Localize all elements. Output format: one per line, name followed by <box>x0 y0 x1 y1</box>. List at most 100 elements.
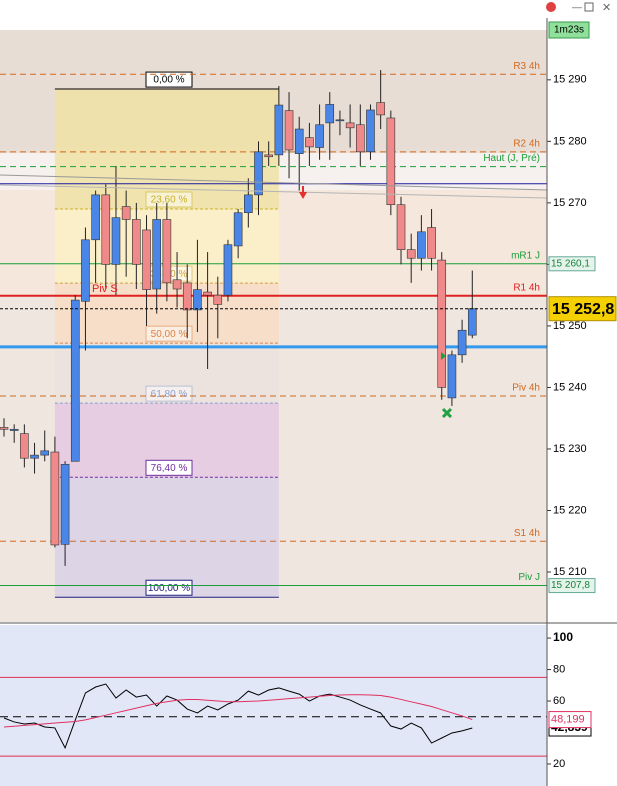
alert-icon[interactable] <box>546 2 556 12</box>
level-label: mR1 J <box>511 250 540 261</box>
oscillator-line <box>3 694 473 728</box>
candle-body <box>182 282 192 311</box>
fib-label-box <box>145 71 193 88</box>
level-value: 15 207,8 <box>551 580 590 591</box>
minimize[interactable]: — <box>572 3 582 14</box>
candle-body <box>0 427 9 430</box>
candle-body <box>193 289 202 311</box>
candle-body <box>457 329 467 356</box>
fib-label-box <box>145 459 193 476</box>
candle-body <box>142 229 151 290</box>
maximize[interactable] <box>584 2 594 12</box>
y-tick-label: 15 290 <box>553 74 587 86</box>
candle-body <box>325 104 335 124</box>
candle-body <box>447 354 457 399</box>
candle-body <box>274 104 284 156</box>
fib-label-box <box>145 325 193 342</box>
candle-body <box>81 239 90 302</box>
fib-label: 0,00 % <box>153 75 184 86</box>
marker <box>441 407 453 419</box>
candle-body <box>396 204 406 250</box>
candle-body <box>101 194 111 265</box>
fib-label: 23,60 % <box>151 195 188 206</box>
candle-body <box>264 154 273 158</box>
value-label: 48,199 <box>551 713 585 725</box>
plot-layer: 0,00 %23,60 %38,20 %50,00 %61,80 %76,40 … <box>0 61 617 770</box>
candle-body <box>203 291 212 296</box>
y-tick-label: 15 250 <box>553 320 587 332</box>
timer-tag <box>548 21 590 39</box>
fib-label-box <box>145 191 193 208</box>
candle-body <box>30 454 39 459</box>
candle-body <box>406 249 416 259</box>
fib-label-box <box>145 579 193 596</box>
fib-label-box <box>145 385 193 402</box>
candle-body <box>162 219 172 284</box>
candle-body <box>335 119 345 122</box>
candle-body <box>284 110 294 151</box>
candle-body <box>60 464 70 545</box>
fib-label: 50,00 % <box>151 329 188 340</box>
level-label: Piv J <box>518 572 540 583</box>
candle-body <box>417 231 426 259</box>
candle-body <box>70 299 80 462</box>
marker <box>441 352 446 360</box>
candle-body <box>386 117 396 206</box>
level-label: S1 4h <box>514 528 540 539</box>
y-tick-label: 15 210 <box>553 566 587 578</box>
y-tick-label: 15 270 <box>553 197 587 209</box>
candle-body <box>305 137 314 148</box>
candle-body <box>315 124 324 148</box>
candle-body <box>50 451 60 546</box>
timer: 1m23s <box>554 25 584 36</box>
level-tag <box>548 256 596 272</box>
y-tick-label: 15 220 <box>553 504 587 516</box>
candle-body <box>223 244 233 296</box>
oscillator-line <box>3 683 473 750</box>
level-label: Haut (J, Pré) <box>483 153 540 164</box>
candle-body <box>294 128 304 154</box>
candle-body <box>20 433 29 459</box>
fib-label: 76,40 % <box>151 463 188 474</box>
candle-body <box>345 122 355 129</box>
close[interactable]: ✕ <box>602 2 611 14</box>
candle-body <box>213 294 223 305</box>
candle-body <box>152 219 161 290</box>
candle-body <box>9 428 19 431</box>
level-label: R2 4h <box>513 138 540 149</box>
candle-body <box>172 279 182 290</box>
fib-label: 61,80 % <box>151 389 188 400</box>
y-tick-label: 15 230 <box>553 443 587 455</box>
candle-body <box>437 259 447 388</box>
level-label: R3 4h <box>513 61 540 72</box>
last-price-tag <box>548 296 617 322</box>
y-tick-label: 15 280 <box>553 135 587 147</box>
candle-body <box>233 212 243 247</box>
candle-body <box>111 217 121 265</box>
y-tick-label: 15 240 <box>553 381 587 393</box>
candle-body <box>254 151 263 196</box>
candle-body <box>376 102 385 116</box>
oscillator-panel <box>0 625 547 786</box>
candle-body <box>40 450 50 456</box>
level-label: R1 4h <box>513 282 540 293</box>
candle-body <box>121 206 131 220</box>
trend-line <box>0 174 548 191</box>
candle-body <box>91 194 100 241</box>
y-tick-label: 100 <box>553 630 573 644</box>
annotation: Piv S <box>92 283 118 295</box>
window-controls[interactable]: — ✕ <box>546 2 611 14</box>
candle-body <box>427 227 436 259</box>
y-tick-label: 60 <box>553 695 565 707</box>
last-price: 15 252,8 <box>552 301 614 318</box>
level-label: Piv 4h <box>512 383 540 394</box>
level-value: 15 260,1 <box>551 258 590 269</box>
level-tag <box>548 578 596 594</box>
candle-body <box>366 109 375 153</box>
fib-label: 100,00 % <box>148 583 190 594</box>
value-tag <box>548 711 592 729</box>
y-tick-label: 20 <box>553 758 565 770</box>
fib-zone <box>54 477 279 598</box>
candle-body <box>467 308 477 336</box>
